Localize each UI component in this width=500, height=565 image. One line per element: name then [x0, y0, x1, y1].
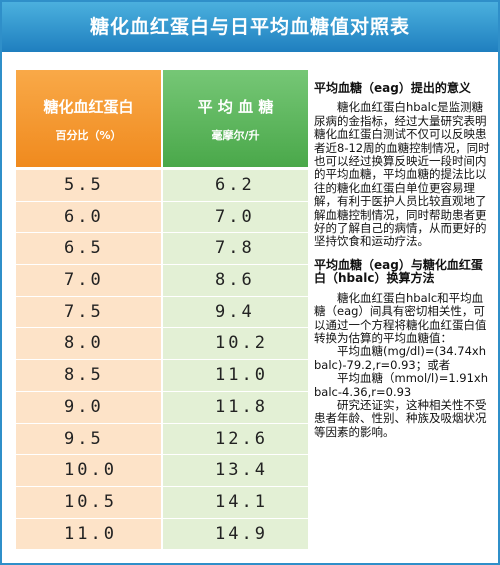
table-row: 9.5 12.6 — [16, 423, 308, 456]
header-text: 糖化血红蛋白 — [43, 98, 134, 116]
cell-percent: 9.5 — [16, 423, 161, 455]
cell-percent: 6.5 — [16, 233, 161, 265]
cell-percent: 9.0 — [16, 391, 161, 423]
cell-glucose: 12.6 — [163, 423, 308, 455]
note-paragraph: 糖化血红蛋白hbalc和平均血糖（eag）间具有密切相关性，可以通过一个方程将糖… — [314, 290, 487, 345]
table-row: 6.0 7.0 — [16, 201, 308, 234]
cell-percent: 5.5 — [16, 170, 161, 201]
title-bar: 糖化血红蛋白与日平均血糖值对照表 — [2, 2, 498, 52]
cell-percent: 6.0 — [16, 201, 161, 233]
note-paragraph: 研究还证实，这种相关性不受患者年龄、性别、种族及吸烟状况等因素的影响。 — [314, 397, 487, 439]
cell-glucose: 7.8 — [163, 233, 308, 265]
cell-percent: 8.0 — [16, 328, 161, 360]
cell-glucose: 6.2 — [163, 170, 308, 201]
cell-glucose: 11.8 — [163, 391, 308, 423]
table-row: 6.5 7.8 — [16, 233, 308, 266]
cell-percent: 7.0 — [16, 265, 161, 296]
cell-glucose: 8.6 — [163, 265, 308, 296]
note-paragraph: 糖化血红蛋白hbalc是监测糖尿病的金指标，经过大量研究表明糖化血红蛋白测试不仅… — [314, 100, 490, 249]
notes: 平均血糖（eag）提出的意义糖化血红蛋白hbalc是监测糖尿病的金指标，经过大量… — [314, 81, 492, 439]
table-row: 7.0 8.6 — [16, 265, 308, 297]
header-cell: 糖化血红蛋白 百分比（%） — [16, 70, 161, 167]
table-row: 8.5 11.0 — [16, 360, 308, 392]
table-row: 9.0 11.8 — [16, 391, 308, 424]
table-row: 7.5 9.4 — [16, 296, 308, 329]
header-text: 平 均 血 糖 — [197, 98, 274, 116]
note-heading: 平均血糖（eag）提出的意义 — [314, 81, 471, 95]
header-cell: 平 均 血 糖 毫摩尔/升 — [163, 70, 308, 167]
table-row: 11.0 14.9 — [16, 518, 308, 551]
table-row: 10.0 13.4 — [16, 455, 308, 487]
note-section: 平均血糖（eag）与糖化血红蛋白（hbalc）换算方法糖化血红蛋白hbalc和平… — [314, 257, 492, 439]
cell-glucose: 9.4 — [163, 296, 308, 328]
header-unit: 百分比（%） — [55, 129, 122, 142]
header-unit: 毫摩尔/升 — [211, 129, 260, 142]
note-paragraph: 平均血糖(mg/dl)=(34.74xhbalc)-79.2,r=0.93；或者 — [314, 344, 486, 372]
cell-percent: 10.5 — [16, 486, 161, 518]
cell-percent: 10.0 — [16, 455, 161, 486]
table-body: 5.5 6.2 6.0 7.0 6.5 7.8 7.0 8.6 7.5 9.4 8.0 10.2 8.5… — [16, 170, 308, 551]
cell-glucose: 13.4 — [163, 455, 308, 486]
cell-glucose: 10.2 — [163, 328, 308, 360]
note-paragraph: 平均血糖（mmol/l)=1.91xhbalc-4.36,r=0.93 — [314, 371, 489, 399]
cell-glucose: 14.1 — [163, 486, 308, 518]
note-section: 平均血糖（eag）提出的意义糖化血红蛋白hbalc是监测糖尿病的金指标，经过大量… — [314, 81, 492, 249]
cell-percent: 7.5 — [16, 296, 161, 328]
table-row: 8.0 10.2 — [16, 328, 308, 361]
table-row: 5.5 6.2 — [16, 170, 308, 202]
cell-percent: 11.0 — [16, 518, 161, 550]
cell-percent: 8.5 — [16, 360, 161, 391]
note-heading: 平均血糖（eag）与糖化血红蛋白（hbalc）换算方法 — [314, 257, 483, 286]
table-row: 10.5 14.1 — [16, 486, 308, 519]
cell-glucose: 7.0 — [163, 201, 308, 233]
cell-glucose: 14.9 — [163, 518, 308, 550]
cell-glucose: 11.0 — [163, 360, 308, 391]
